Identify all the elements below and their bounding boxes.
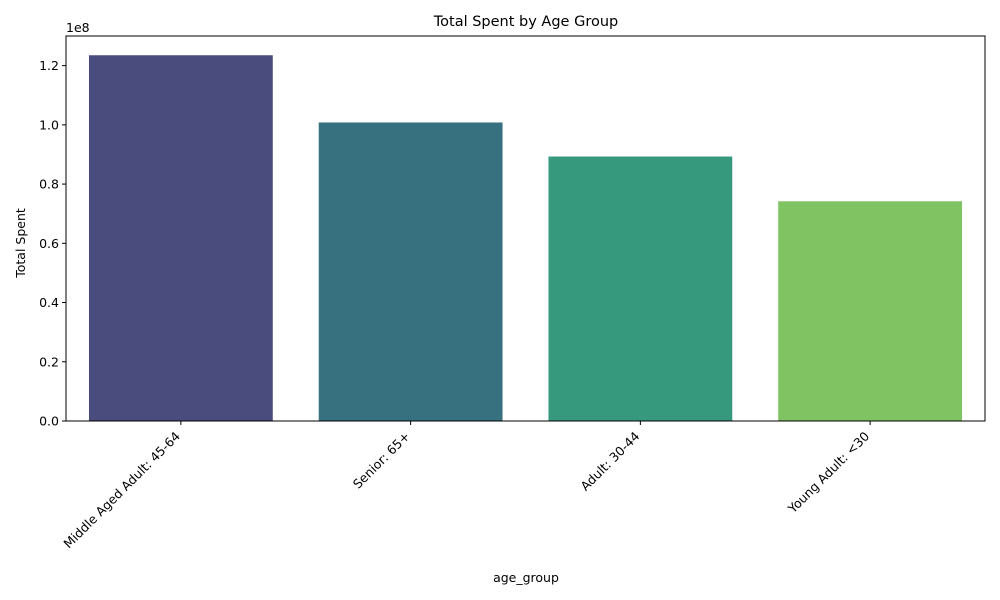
x-tick-label-3: Young Adult: <30: [784, 428, 872, 516]
y-tick-label-2: 0.4: [39, 295, 59, 310]
chart-title: Total Spent by Age Group: [433, 14, 618, 30]
x-axis-label: age_group: [493, 570, 559, 585]
plot-border: [65, 35, 986, 422]
y-tick-label-0: 0.0: [39, 414, 59, 429]
bar-3: [778, 201, 963, 421]
plot-frame: [65, 35, 986, 422]
y-tick-label-4: 0.8: [39, 177, 59, 192]
bar-2: [548, 156, 733, 421]
y-tick-label-6: 1.2: [39, 58, 59, 73]
y-tick-label-3: 0.6: [39, 236, 59, 251]
y-axis-offset-label: 1e8: [66, 20, 90, 35]
x-tick-label-0: Middle Aged Adult: 45-64: [60, 428, 183, 551]
x-tick-label-1: Senior: 65+: [350, 429, 413, 492]
bar-1: [318, 122, 503, 421]
bars-group: [88, 55, 963, 421]
y-tick-label-1: 0.2: [39, 354, 59, 369]
y-axis-label: Total Spent: [13, 208, 28, 279]
x-axis: Middle Aged Adult: 45-64 Senior: 65+ Adult…: [60, 421, 872, 551]
y-tick-label-5: 1.0: [39, 117, 59, 132]
x-tick-label-2: Adult: 30-44: [577, 428, 642, 493]
y-axis: 0.0 0.2 0.4 0.6 0.8 1.0 1.2: [39, 58, 66, 429]
bar-0: [88, 55, 273, 421]
